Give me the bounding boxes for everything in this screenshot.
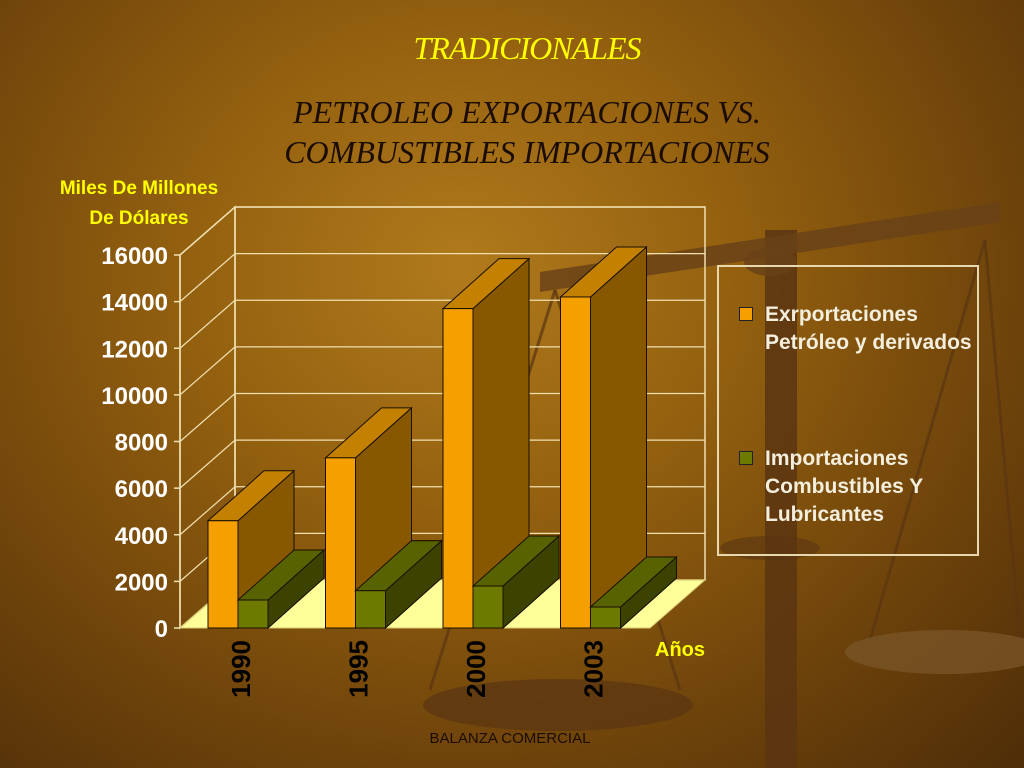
legend-label-imports: Importaciones Combustibles Y Lubricantes [765, 447, 923, 526]
gridline [179, 299, 705, 349]
bar-exports-1990 [207, 520, 239, 629]
gridline [179, 439, 705, 489]
x-axis-label: Años [655, 639, 705, 661]
bar-imports-front-1990 [237, 599, 269, 629]
bar-exports-2000 [442, 308, 474, 629]
y-tick-label: 0 [155, 616, 168, 643]
subtitle-line2: COMBUSTIBLES IMPORTACIONES [284, 134, 770, 170]
x-tick-label-2003: 2003 [579, 640, 609, 698]
bar-imports-front-1995 [355, 590, 386, 629]
y-axis-label: Miles De Millones De Dólares [24, 174, 254, 234]
bar-imports-front-2003 [590, 606, 621, 629]
y-tick-label: 14000 [101, 290, 168, 317]
gridline [179, 253, 705, 303]
gridline [179, 206, 705, 256]
legend-swatch-imports [739, 451, 753, 465]
y-tick-label: 10000 [101, 383, 168, 410]
y-tick-label: 12000 [101, 336, 168, 363]
title: TRADICIONALES [413, 30, 642, 66]
y-axis-label-line2: De Dólares [89, 208, 189, 229]
bar-imports-front-2000 [472, 585, 504, 629]
gridline [179, 392, 705, 442]
y-tick-label: 8000 [115, 430, 168, 457]
legend-item-imports: Importaciones Combustibles Y Lubricantes [739, 445, 980, 529]
x-tick-label-1990: 1990 [226, 640, 256, 698]
y-tick-label: 4000 [115, 523, 168, 550]
footer-text: BALANZA COMERCIAL [429, 730, 591, 747]
legend-label-exports: Exrportaciones Petróleo y derivados [765, 303, 972, 354]
gridline [179, 346, 705, 396]
legend-swatch-exports [739, 307, 753, 321]
subtitle: PETROLEO EXPORTACIONES VS. COMBUSTIBLES … [0, 92, 1024, 172]
subtitle-line1: PETROLEO EXPORTACIONES VS. [293, 94, 761, 130]
legend-item-exports: Exrportaciones Petróleo y derivados [739, 301, 980, 357]
y-axis-label-line1: Miles De Millones [59, 178, 219, 199]
bar-exports-2003 [560, 296, 591, 629]
y-tick-label: 16000 [101, 243, 168, 270]
y-tick-label: 2000 [115, 569, 168, 596]
y-tick-label: 6000 [115, 476, 168, 503]
x-tick-label-1995: 1995 [344, 640, 374, 698]
x-tick-label-2000: 2000 [461, 640, 491, 698]
legend: Exrportaciones Petróleo y derivados Impo… [717, 265, 979, 556]
bar-exports-1995 [325, 457, 356, 629]
gridline [179, 486, 705, 536]
